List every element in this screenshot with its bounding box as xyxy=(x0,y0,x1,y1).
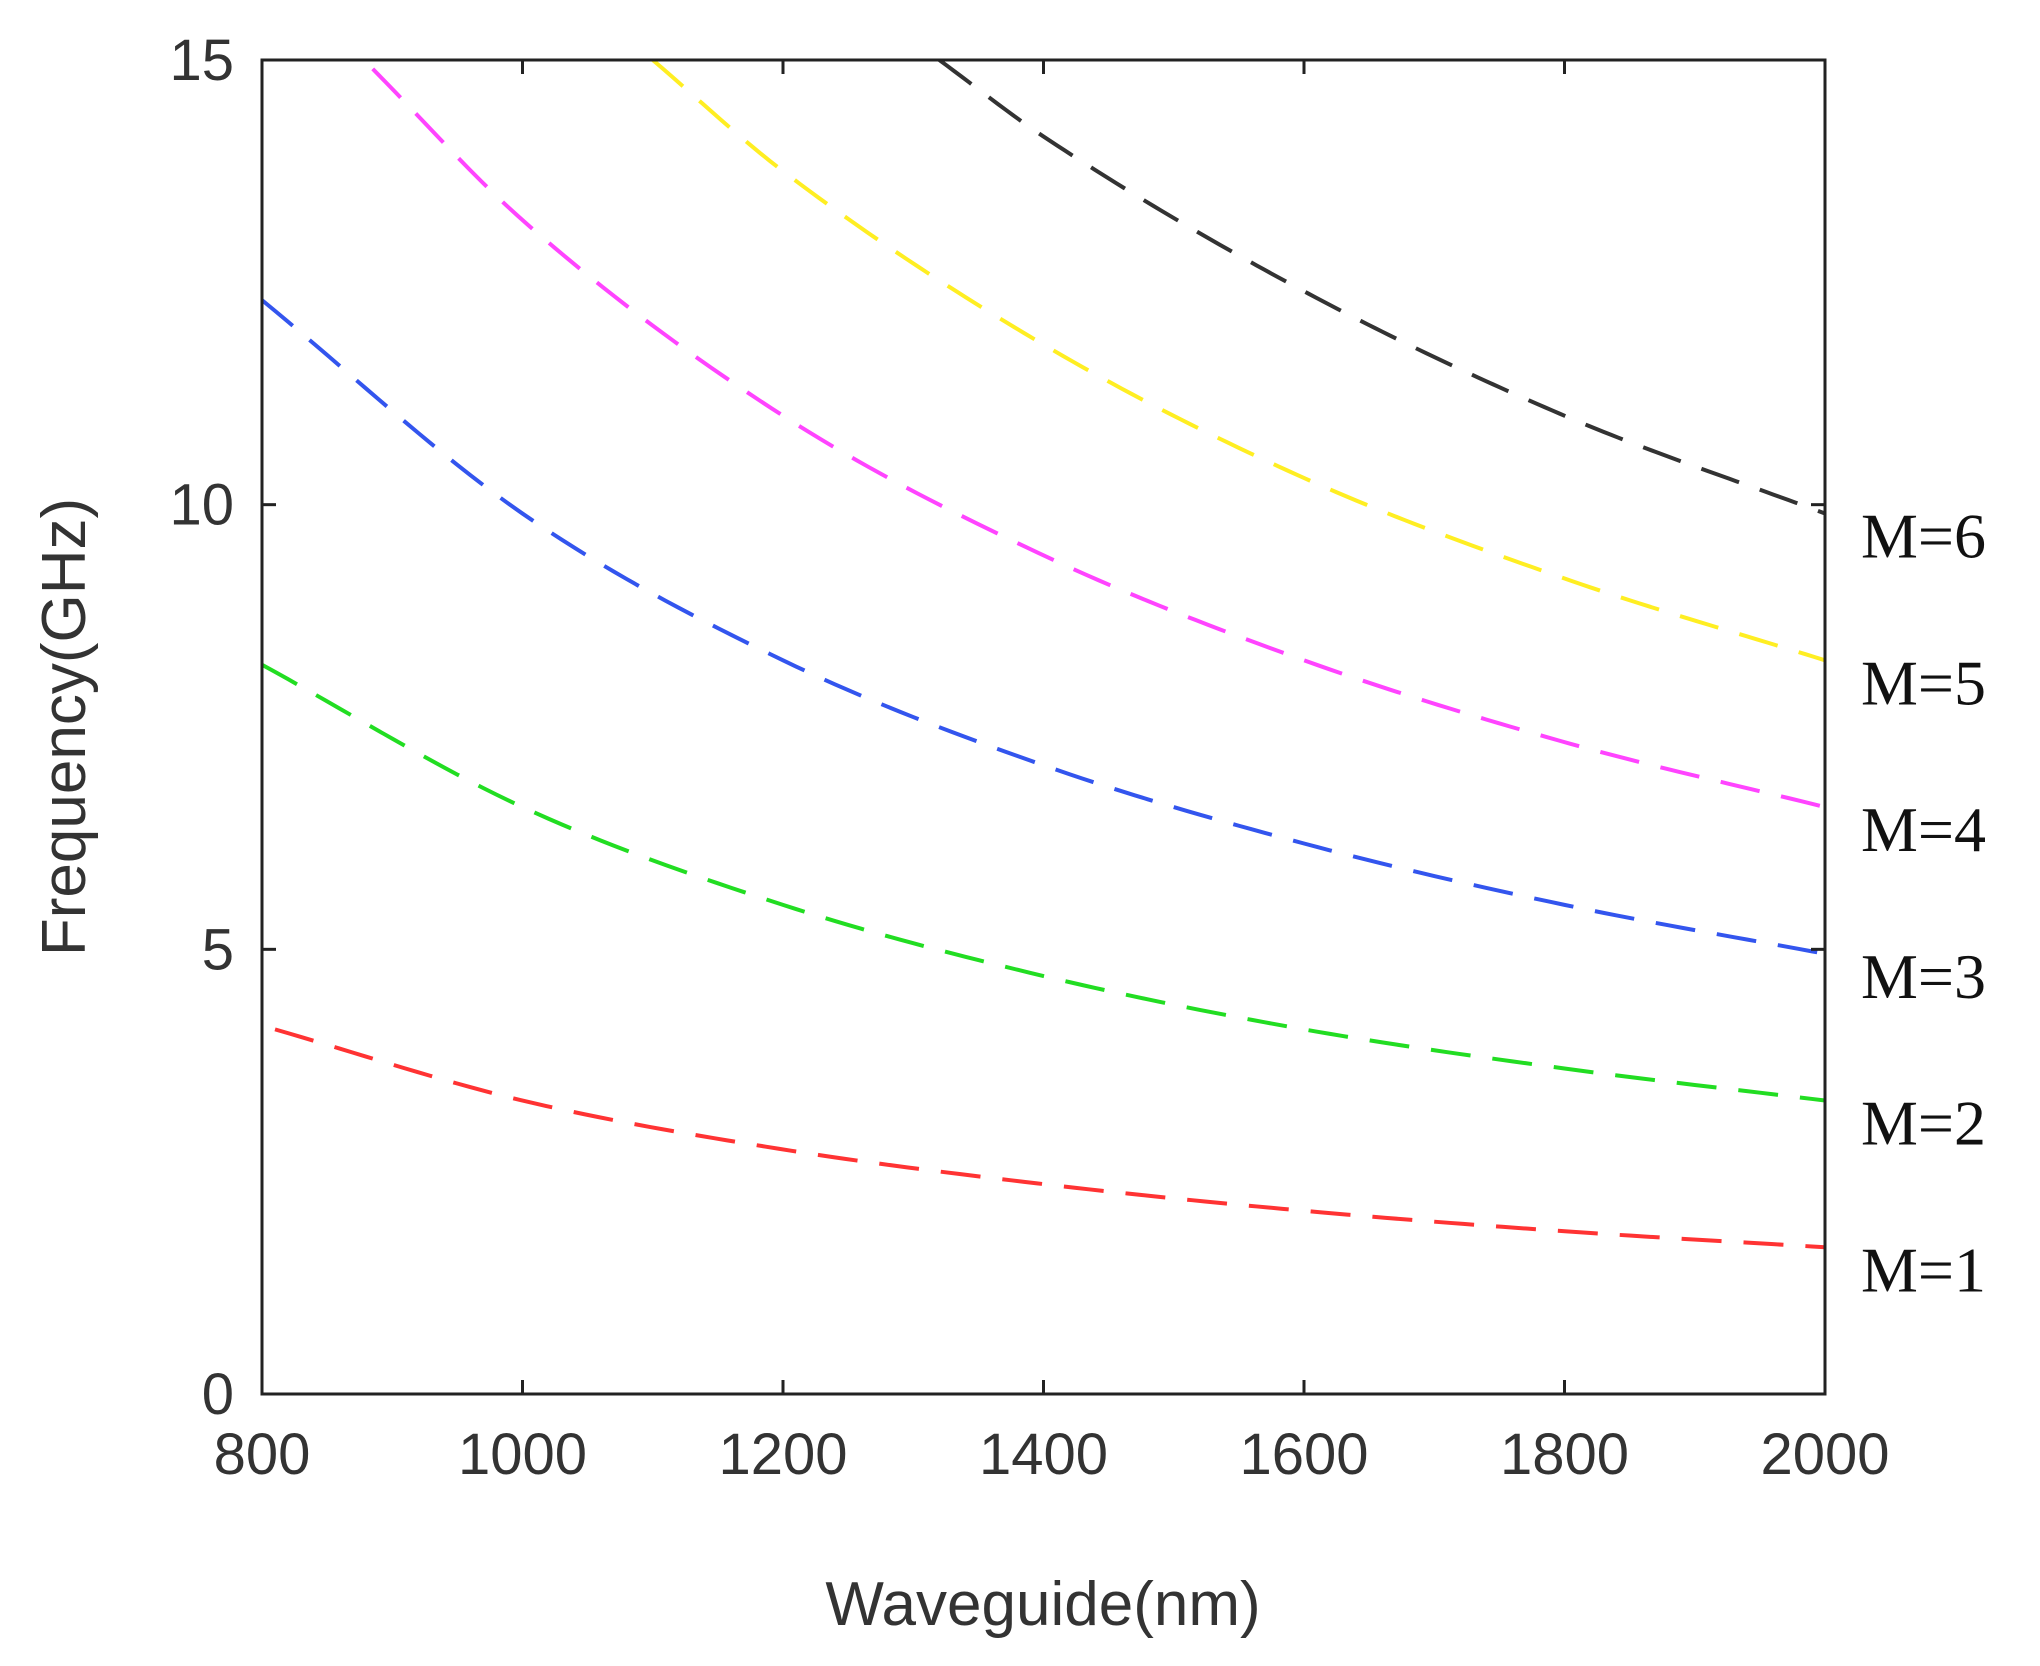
series-label-m1: M=1 xyxy=(1861,1234,1986,1305)
x-axis-title: Waveguide(nm) xyxy=(825,1570,1260,1639)
x-tick-label: 800 xyxy=(214,1422,311,1487)
x-tick-label: 1200 xyxy=(718,1422,847,1487)
y-axis-title: Frequency(GHz) xyxy=(30,498,99,956)
x-tick-label: 1600 xyxy=(1239,1422,1368,1487)
series-label-m5: M=5 xyxy=(1861,647,1986,718)
series-line-m6 xyxy=(938,58,1826,516)
x-tick-label: 1000 xyxy=(458,1422,587,1487)
x-tick-label: 2000 xyxy=(1760,1422,1889,1487)
y-tick-label: 0 xyxy=(202,1362,234,1427)
y-tick-label: 10 xyxy=(169,473,234,538)
series-label-m3: M=3 xyxy=(1861,941,1986,1012)
series-label-m4: M=4 xyxy=(1861,794,1986,865)
y-tick-label: 15 xyxy=(169,28,234,93)
series-line-m4 xyxy=(371,67,1826,809)
series-layer xyxy=(260,58,1826,1250)
x-tick-label: 1800 xyxy=(1500,1422,1629,1487)
series-line-m1 xyxy=(274,1027,1826,1250)
series-line-m2 xyxy=(261,662,1826,1103)
series-line-m5 xyxy=(651,58,1826,663)
y-tick-label: 5 xyxy=(202,917,234,982)
tick-layer: 800 1000 1200 1400 1600 1800 2000 0 5 10 15 xyxy=(169,28,1889,1487)
series-line-m3 xyxy=(260,298,1826,956)
series-label-m2: M=2 xyxy=(1861,1088,1986,1159)
x-tick-label: 1400 xyxy=(979,1422,1108,1487)
series-label-m6: M=6 xyxy=(1861,501,1986,572)
series-label-layer: M=1 M=2 M=3 M=4 M=5 M=6 xyxy=(1861,501,1986,1306)
